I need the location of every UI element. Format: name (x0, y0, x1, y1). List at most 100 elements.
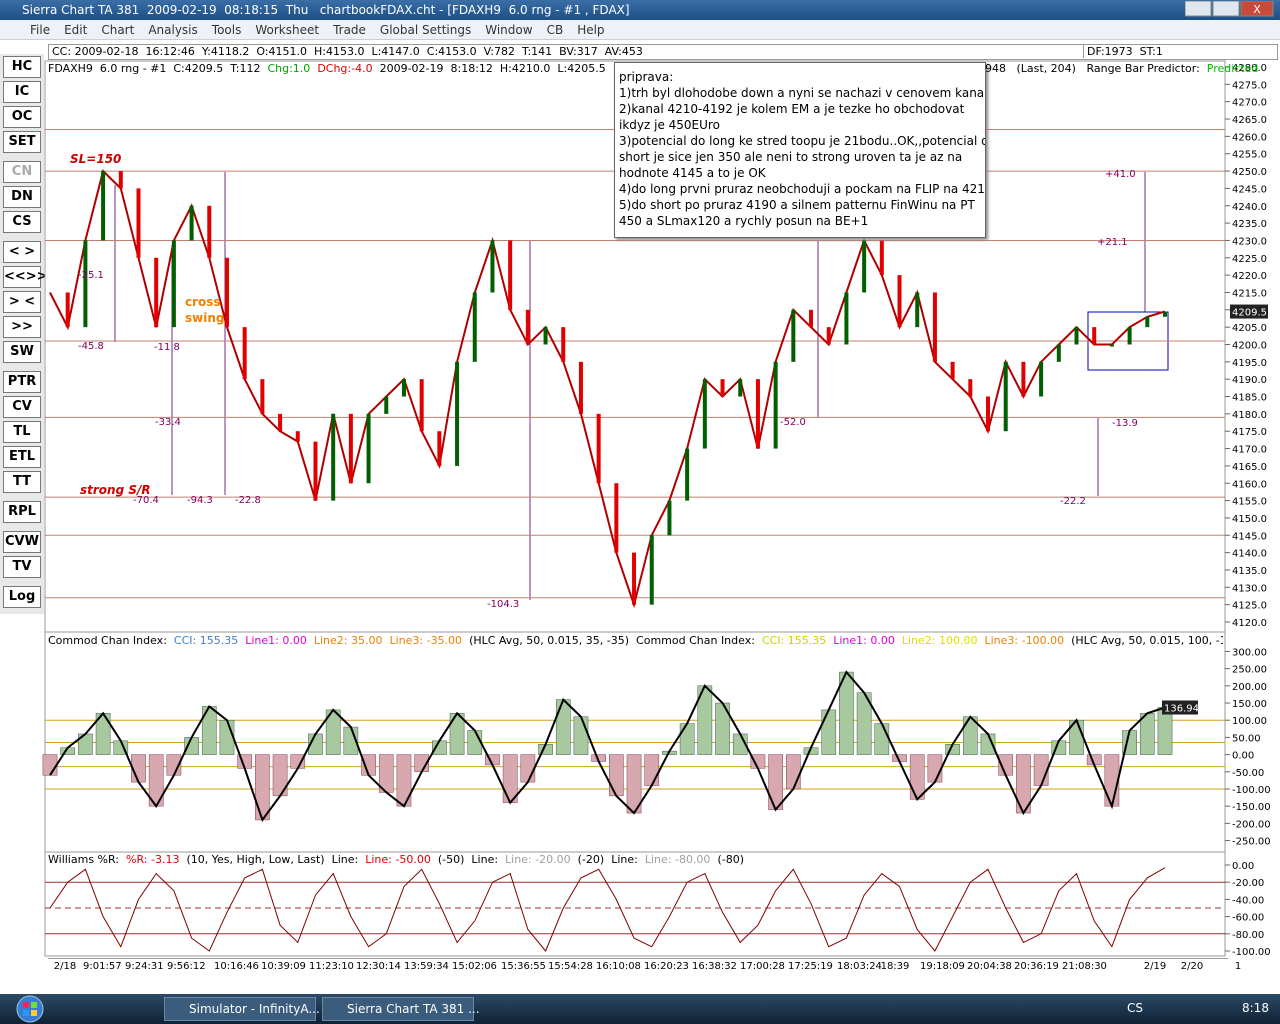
tool-button[interactable]: CV (3, 396, 41, 418)
header-item: Line2: 100.00 (901, 634, 978, 647)
last-value-box (1162, 700, 1198, 715)
task-button[interactable]: Simulator - InfinityA... (164, 997, 320, 1021)
panel-header: Williams %R: %R: -3.13 (10, Yes, High, Low… (48, 853, 1223, 866)
tool-button[interactable]: SET (3, 131, 41, 153)
header-item: Commod Chan Index: (48, 634, 167, 647)
menu-item[interactable]: Trade (333, 23, 366, 37)
tool-button[interactable]: SW (3, 341, 41, 363)
header-item: Commod Chan Index: (636, 634, 755, 647)
price-bar (472, 292, 477, 362)
tool-button[interactable]: TT (3, 471, 41, 493)
menu-item[interactable]: Analysis (148, 23, 198, 37)
menu-item[interactable]: Worksheet (255, 23, 320, 37)
price-bar (171, 240, 176, 328)
annotation: -22.8 (235, 495, 261, 506)
info-right: DF:1973 ST:1 (1083, 45, 1163, 58)
y-tick-label: 4120.0 (1232, 618, 1267, 629)
tool-button[interactable]: DN (3, 186, 41, 208)
menu-item[interactable]: Help (577, 23, 605, 37)
menu-item[interactable]: File (30, 23, 51, 37)
window-controls[interactable]: X (1184, 0, 1275, 17)
cci-bar (786, 754, 801, 790)
tool-button[interactable]: CVW (3, 531, 41, 553)
price-bar (508, 240, 513, 310)
language: CS (1127, 1001, 1143, 1015)
tool-button[interactable]: CN (3, 161, 41, 183)
tool-button[interactable]: >><< (3, 316, 41, 354)
y-tick-label: 4155.0 (1232, 497, 1267, 508)
y-tick-label: 4160.0 (1232, 479, 1267, 490)
time-label: 9:01:57 (83, 961, 122, 972)
y-tick-label: -100.00 (1232, 785, 1271, 796)
cci-line (49, 670, 1166, 823)
header-item: Line: -80.00 (644, 853, 711, 866)
tool-button[interactable]: OC (3, 106, 41, 128)
price-bar (968, 379, 973, 397)
start-button[interactable] (8, 994, 52, 1024)
panel-header: Commod Chan Index: CCI: 155.35 Line1: 0.00… (48, 634, 1223, 647)
y-tick-label: 4250.0 (1232, 167, 1267, 178)
time-label: 10:16:46 (214, 961, 259, 972)
time-label: 15:02:06 (452, 961, 497, 972)
last-value-label: 4209.5 (1232, 308, 1267, 319)
price-bar (366, 413, 371, 484)
tool-button[interactable]: TL (3, 421, 41, 443)
tool-button[interactable]: IC (3, 81, 41, 103)
tool-button[interactable]: RPL (3, 501, 41, 523)
header-item: %R: -3.13 (126, 853, 180, 866)
menu-item[interactable]: Tools (211, 23, 242, 37)
price-bar (702, 379, 707, 449)
time-label: 18:03:24 (837, 961, 882, 972)
tool-button[interactable]: PTR (3, 371, 41, 393)
menu-item[interactable]: Chart (101, 23, 135, 37)
annotation: strong S/R (80, 483, 151, 497)
menu-item[interactable]: Global Settings (379, 23, 472, 37)
price-bar (348, 413, 353, 484)
price-bar (826, 327, 831, 345)
annotation: -33.4 (155, 417, 181, 428)
tool-button[interactable]: <<>> (3, 266, 48, 288)
tool-button[interactable]: CS (3, 211, 41, 233)
menu-item[interactable]: Edit (64, 23, 88, 37)
price-bar (101, 171, 106, 241)
menu-item[interactable]: Window (485, 23, 533, 37)
tool-button[interactable]: TV (3, 556, 41, 578)
tool-button[interactable]: Log (3, 586, 41, 608)
price-bar (1074, 327, 1079, 345)
header-item: CCI: 155.35 (173, 634, 239, 647)
tool-button[interactable]: ETL (3, 446, 41, 468)
price-line (49, 169, 1166, 609)
menu-item[interactable]: CB (546, 23, 564, 37)
cci-bar (768, 754, 783, 810)
price-bar (1145, 316, 1150, 328)
info-left: CC: 2009-02-18 16:12:46 Y:4118.2 O:4151.… (52, 45, 643, 58)
time-label: 20:36:19 (1014, 961, 1059, 972)
y-tick-label: 300.00 (1232, 647, 1267, 658)
y-tick-label: 4205.0 (1232, 323, 1267, 334)
y-tick-label: 200.00 (1232, 682, 1267, 693)
annotation: -22.2 (1060, 496, 1086, 507)
annotation: -25.1 (78, 270, 104, 281)
tool-button[interactable]: > < (3, 291, 41, 313)
task-button[interactable]: Sierra Chart TA 381 ... (322, 997, 480, 1021)
y-tick-label: 4180.0 (1232, 410, 1267, 421)
time-label: 16:38:32 (692, 961, 737, 972)
price-bar (596, 413, 601, 484)
tool-button[interactable]: < > (3, 241, 41, 263)
cci-bar (1139, 713, 1155, 755)
annotation: cross (185, 295, 221, 309)
price-bar (755, 379, 760, 449)
price-bar (809, 309, 814, 328)
note-line: ikdyz je 450EUro (619, 118, 720, 132)
tool-button[interactable]: HC (3, 56, 41, 78)
cci-bar (219, 719, 235, 755)
time-label: 16:20:23 (644, 961, 689, 972)
header-item: Line3: -35.00 (389, 634, 463, 647)
cci-bar (909, 754, 925, 800)
williams-line (49, 867, 1166, 952)
price-bar (862, 240, 867, 293)
price-bar (773, 361, 778, 449)
y-tick-label: 100.00 (1232, 716, 1267, 727)
annotation: -94.3 (187, 495, 213, 506)
note: priprava: 1)trh byl dlohodobe down a nyni… (614, 62, 986, 238)
